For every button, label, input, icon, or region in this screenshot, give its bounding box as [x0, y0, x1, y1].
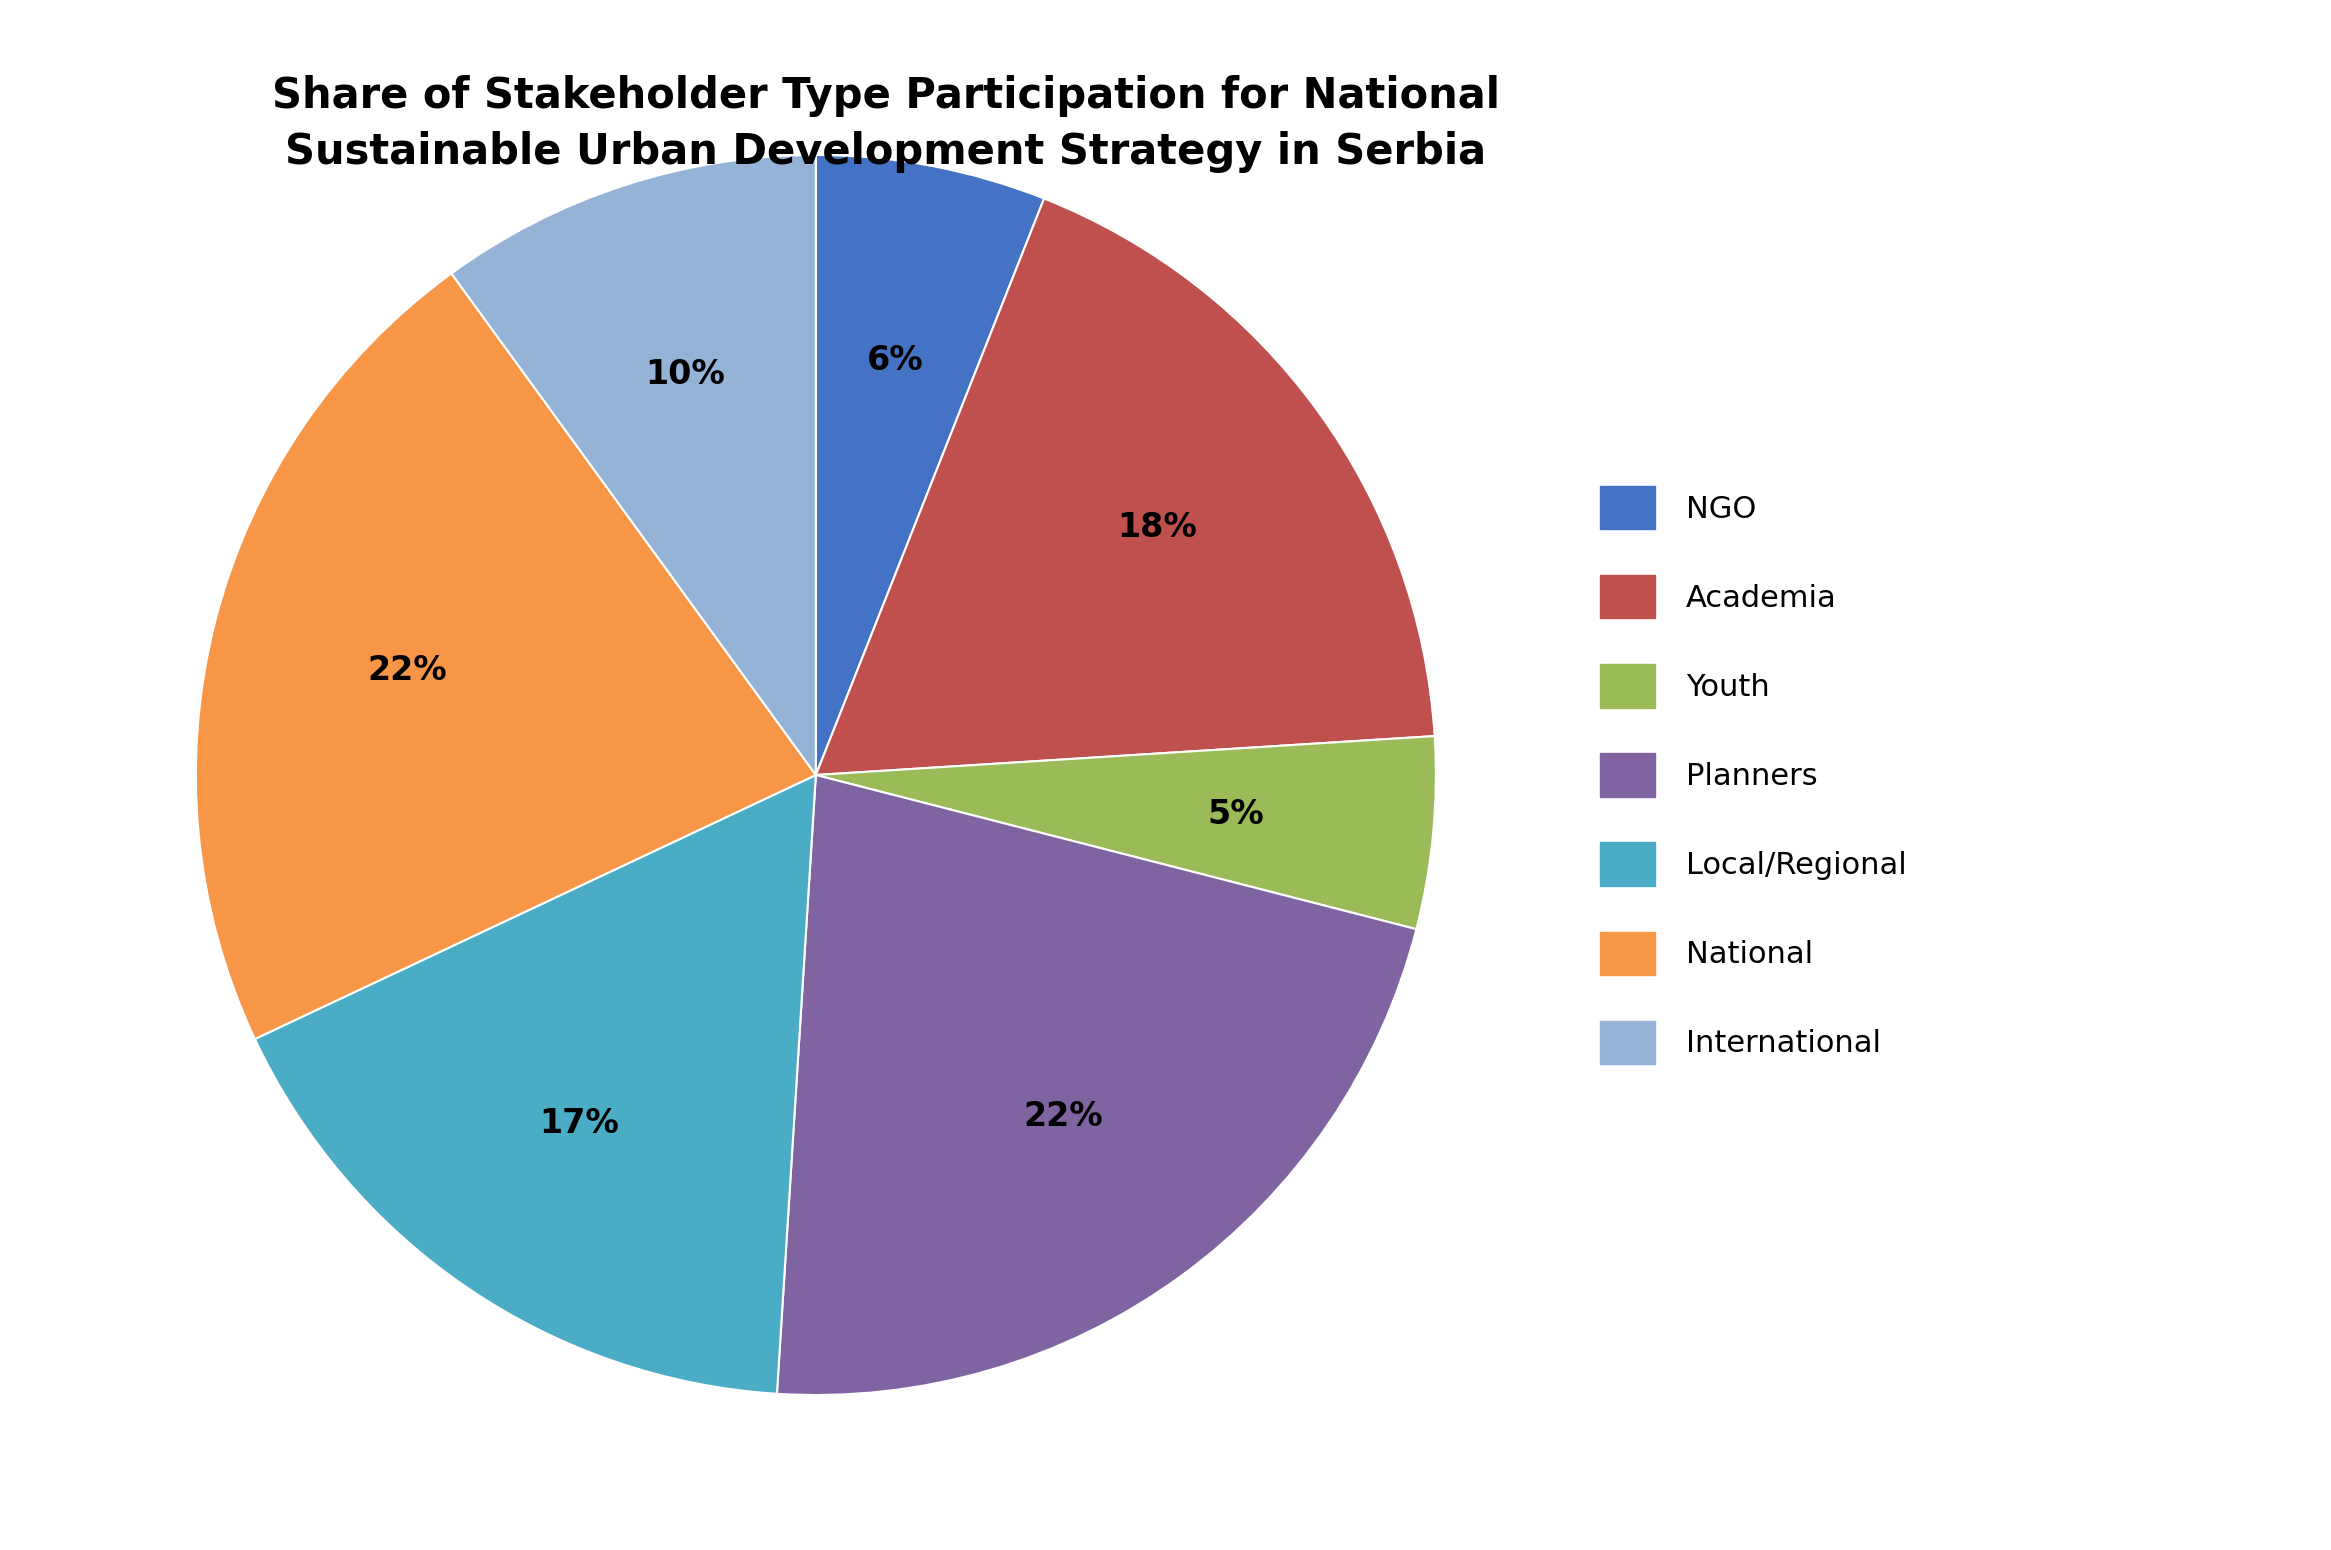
Wedge shape — [452, 155, 816, 775]
Text: 18%: 18% — [1117, 510, 1196, 544]
Wedge shape — [776, 775, 1417, 1395]
Legend: NGO, Academia, Youth, Planners, Local/Regional, National, International: NGO, Academia, Youth, Planners, Local/Re… — [1601, 487, 1907, 1063]
Wedge shape — [816, 736, 1436, 928]
Wedge shape — [816, 198, 1434, 775]
Text: 22%: 22% — [1023, 1099, 1103, 1133]
Text: Share of Stakeholder Type Participation for National
Sustainable Urban Developme: Share of Stakeholder Type Participation … — [273, 76, 1499, 172]
Text: 22%: 22% — [368, 654, 448, 687]
Text: 6%: 6% — [867, 344, 923, 377]
Text: 10%: 10% — [646, 358, 725, 391]
Wedge shape — [254, 775, 816, 1393]
Wedge shape — [816, 155, 1044, 775]
Text: 17%: 17% — [538, 1107, 618, 1141]
Text: 5%: 5% — [1207, 798, 1263, 831]
Wedge shape — [196, 273, 816, 1038]
